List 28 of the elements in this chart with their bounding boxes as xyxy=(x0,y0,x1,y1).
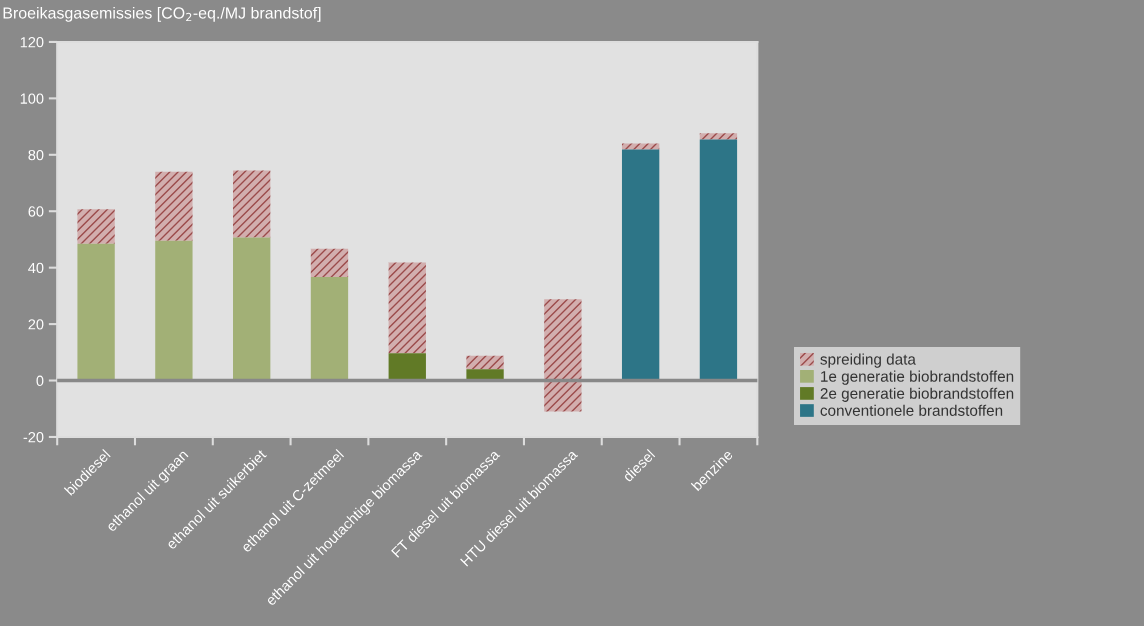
bar xyxy=(699,139,738,381)
legend-label: conventionele brandstoffen xyxy=(820,404,1003,416)
bar xyxy=(310,276,349,381)
bar xyxy=(233,237,271,381)
y-tick-label: 20 xyxy=(28,319,44,330)
bar xyxy=(155,171,193,241)
y-tick-label: 80 xyxy=(28,149,44,161)
y-tick-label: 40 xyxy=(28,262,44,274)
bar xyxy=(233,170,271,238)
bar xyxy=(388,262,426,354)
y-tick-label: 120 xyxy=(20,37,44,48)
bar xyxy=(466,355,504,370)
y-axis-title: Broeikasgasemissies [CO$_{2}$-eq./MJ brandstof] xyxy=(3,6,321,22)
y-tick-label: 100 xyxy=(20,93,44,104)
bar xyxy=(155,240,193,381)
bar xyxy=(544,299,582,412)
y-tick-label: 0 xyxy=(36,375,44,386)
bar xyxy=(621,149,660,381)
legend-label: 2e generatie biobrandstoffen xyxy=(820,387,1014,402)
bar xyxy=(77,243,115,381)
y-tick-label: 60 xyxy=(28,206,44,217)
legend-label: 1e generatie biobrandstoffen xyxy=(821,370,1014,385)
bar xyxy=(699,133,738,140)
y-tick-label: -20 xyxy=(23,432,44,443)
bar xyxy=(77,209,115,244)
legend-label: spreiding data xyxy=(820,353,916,368)
bar xyxy=(310,248,349,277)
bar xyxy=(388,353,426,381)
